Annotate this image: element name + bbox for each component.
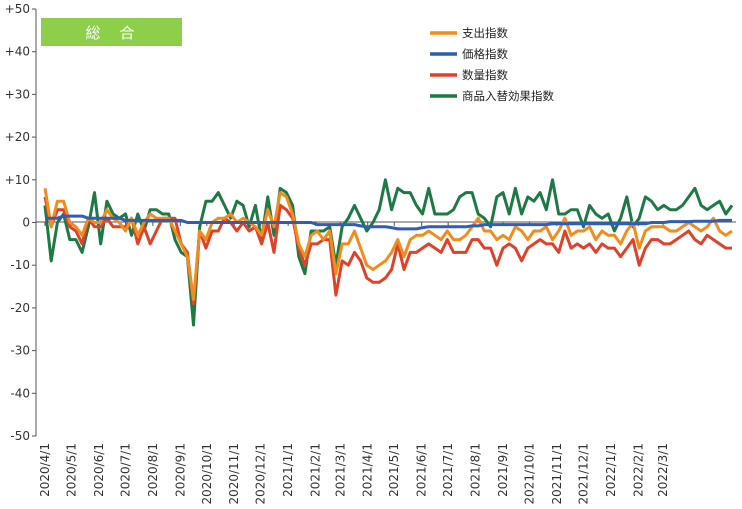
x-tick-label: 2020/4/1 [38, 443, 52, 497]
x-tick-label: 2021/7/1 [441, 443, 455, 497]
x-tick-label: 2021/5/1 [387, 443, 401, 497]
series-line-2 [43, 196, 732, 306]
x-tick-label: 2020/11/1 [227, 443, 241, 505]
x-tick-label: 2021/3/1 [333, 443, 347, 497]
y-tick-label: +30 [5, 87, 30, 101]
x-tick-label: 2021/10/1 [523, 443, 537, 505]
x-tick-label: 2022/1/1 [604, 443, 618, 497]
y-tick-label: -30 [10, 344, 30, 358]
x-tick-label: 2021/9/1 [496, 443, 510, 497]
y-tick-label: +20 [5, 130, 30, 144]
x-tick-label: 2022/3/1 [656, 443, 670, 497]
x-tick-label: 2021/4/1 [361, 443, 375, 497]
x-tick-label: 2020/7/1 [118, 443, 132, 497]
legend-label: 数量指数 [462, 68, 508, 82]
series-line-1 [45, 214, 732, 231]
y-tick-label: -40 [10, 386, 30, 400]
x-tick-label: 2022/2/1 [631, 443, 645, 497]
x-tick-label: 2021/8/1 [469, 443, 483, 497]
series-lines [43, 178, 734, 327]
y-tick-label: -10 [10, 258, 30, 272]
y-axis-ticks: +50 +40 +30 +20 +10 0 -10 -20 -30 -40 -50 [5, 2, 36, 443]
x-tick-label: 2020/5/1 [65, 443, 79, 497]
legend-label: 価格指数 [462, 47, 508, 61]
series-line-0 [43, 188, 733, 301]
y-tick-label: -50 [10, 429, 30, 443]
x-axis-ticks: 2020/4/1 2020/5/1 2020/6/1 2020/7/1 2020/8/1… [38, 222, 670, 505]
legend-label: 商品入替効果指数 [462, 89, 554, 103]
y-tick-label: 0 [22, 216, 30, 230]
y-tick-label: +50 [5, 2, 30, 16]
x-tick-label: 2021/12/1 [576, 443, 590, 505]
y-tick-label: -20 [10, 301, 30, 315]
series-line-3 [43, 178, 734, 327]
y-tick-label: +10 [5, 173, 30, 187]
x-tick-label: 2020/10/1 [200, 443, 214, 505]
x-tick-label: 2021/6/1 [415, 443, 429, 497]
y-tick-label: +40 [5, 45, 30, 59]
x-tick-label: 2020/9/1 [173, 443, 187, 497]
x-tick-label: 2020/12/1 [254, 443, 268, 505]
x-tick-label: 2020/6/1 [92, 443, 106, 497]
badge-label: 総 合 [85, 24, 136, 42]
x-tick-label: 2021/1/1 [281, 443, 295, 497]
legend-label: 支出指数 [462, 26, 508, 40]
series-badge: 総 合 [41, 18, 182, 46]
x-tick-label: 2021/2/1 [309, 443, 323, 497]
x-tick-label: 2020/8/1 [146, 443, 160, 497]
x-tick-label: 2021/11/1 [550, 443, 564, 505]
